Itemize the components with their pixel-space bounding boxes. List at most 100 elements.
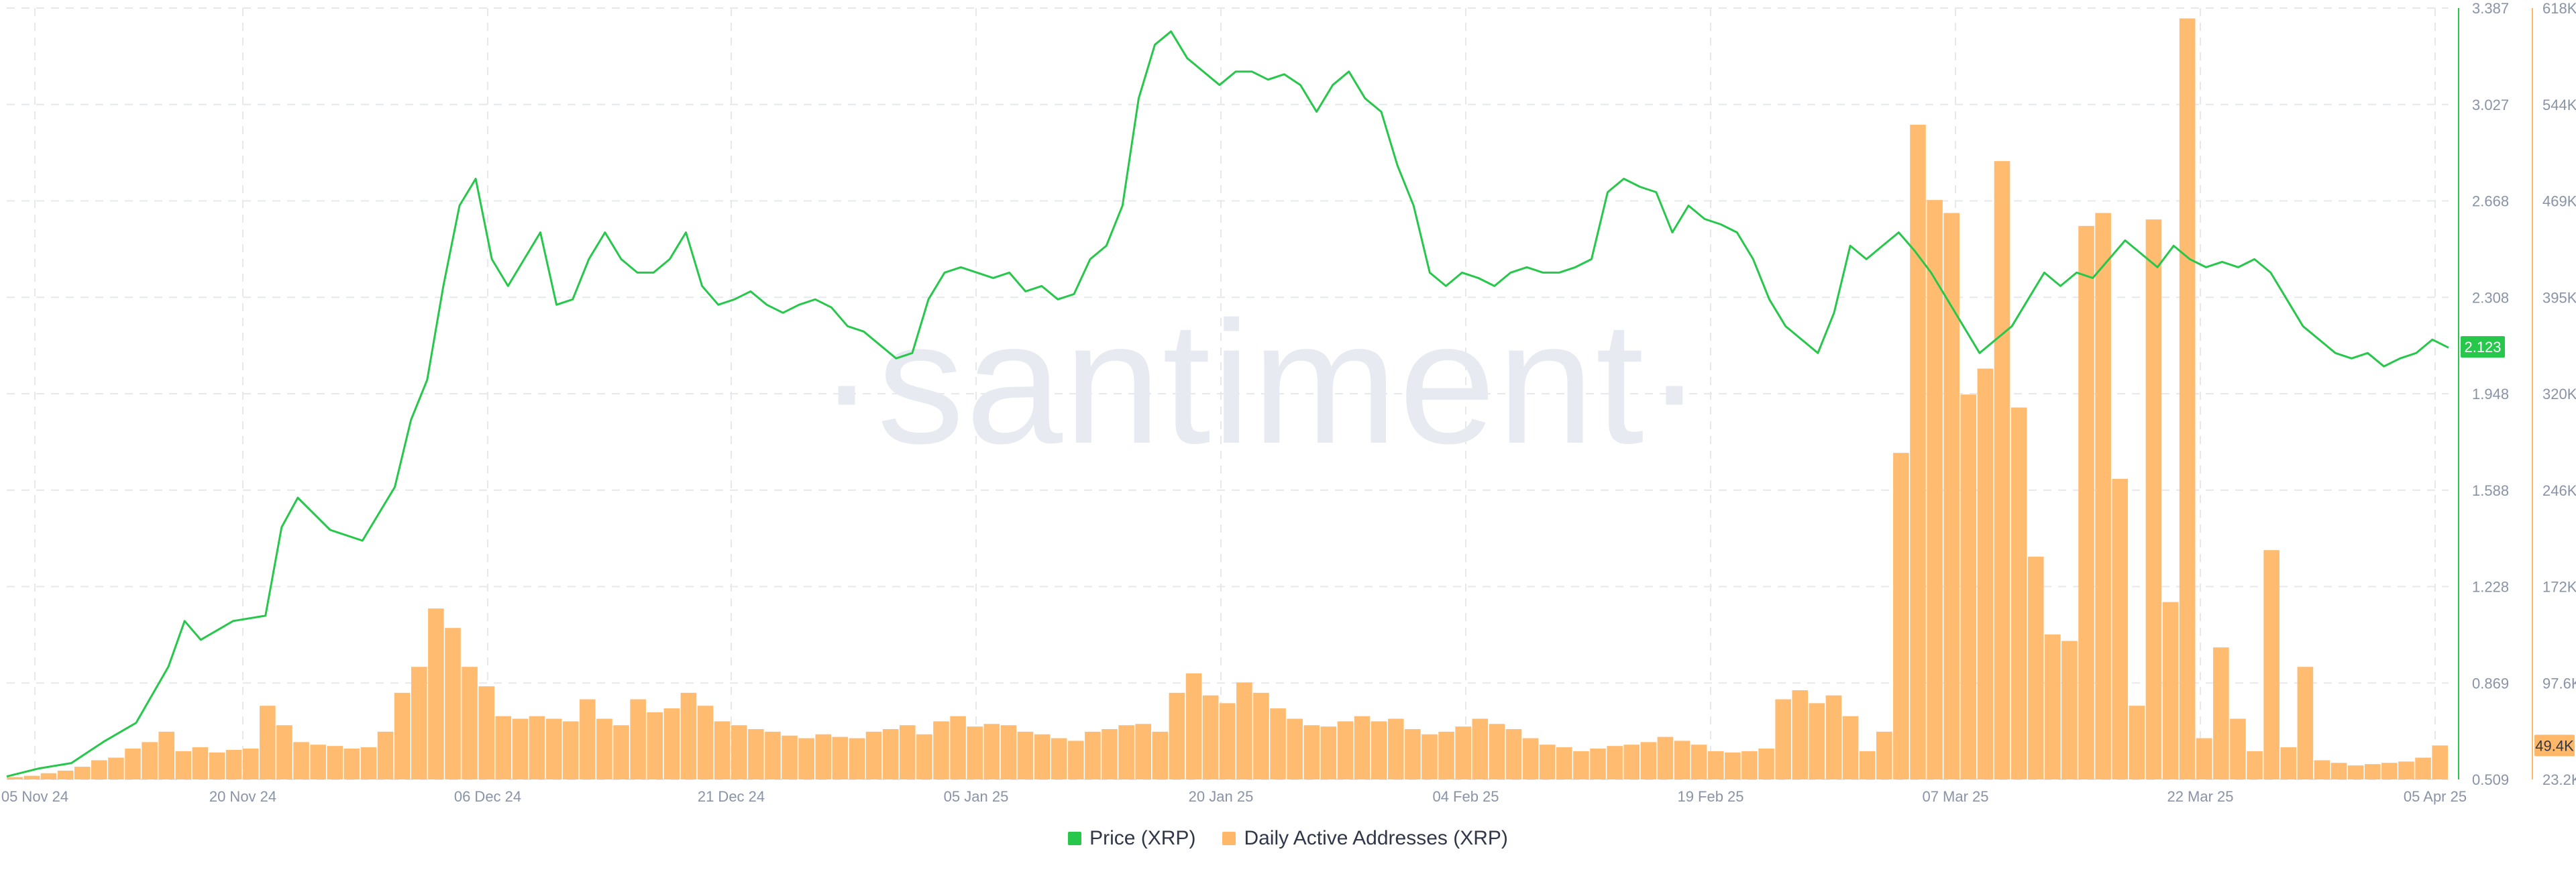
daa-bar[interactable] xyxy=(580,699,596,779)
daa-bar[interactable] xyxy=(1690,745,1707,779)
daa-bar[interactable] xyxy=(1573,751,1589,779)
daa-bar[interactable] xyxy=(2162,602,2179,779)
daa-bar[interactable] xyxy=(899,725,916,779)
daa-bar[interactable] xyxy=(276,725,292,779)
daa-bar[interactable] xyxy=(2145,219,2162,779)
daa-bar[interactable] xyxy=(562,721,579,779)
legend-item-price[interactable]: Price (XRP) xyxy=(1068,827,1195,850)
daa-bar[interactable] xyxy=(1202,695,1219,779)
daa-bar[interactable] xyxy=(882,728,899,779)
daa-bar[interactable] xyxy=(2196,738,2212,779)
daa-bar[interactable] xyxy=(916,734,932,779)
daa-bar[interactable] xyxy=(1169,692,1185,779)
daa-bar[interactable] xyxy=(1707,751,1724,779)
daa-bar[interactable] xyxy=(1455,726,1471,779)
daa-bar[interactable] xyxy=(1387,718,1404,779)
daa-bar[interactable] xyxy=(1236,682,1252,779)
daa-bar[interactable] xyxy=(175,751,192,779)
daa-bar[interactable] xyxy=(40,773,57,779)
daa-bar[interactable] xyxy=(495,716,512,779)
daa-bar[interactable] xyxy=(1792,690,1809,779)
daa-bar[interactable] xyxy=(2297,667,2314,779)
daa-bar[interactable] xyxy=(1623,745,1640,779)
daa-bar[interactable] xyxy=(1287,718,1303,779)
daa-bar[interactable] xyxy=(1102,728,1118,779)
legend-item-daa[interactable]: Daily Active Addresses (XRP) xyxy=(1222,827,1508,850)
daa-bar[interactable] xyxy=(57,770,74,779)
daa-bar[interactable] xyxy=(1927,200,1943,779)
daa-bar[interactable] xyxy=(596,718,612,779)
daa-bar[interactable] xyxy=(1085,731,1101,779)
daa-bar[interactable] xyxy=(2263,550,2279,779)
daa-bar[interactable] xyxy=(1270,708,1286,779)
daa-bar[interactable] xyxy=(2061,641,2078,779)
daa-bar[interactable] xyxy=(1758,748,1774,779)
daa-bar[interactable] xyxy=(377,731,394,779)
daa-bar[interactable] xyxy=(1607,746,1623,779)
daa-bar[interactable] xyxy=(1034,734,1051,779)
daa-bar[interactable] xyxy=(2247,751,2263,779)
daa-bar[interactable] xyxy=(1000,725,1017,779)
daa-bar[interactable] xyxy=(2314,760,2330,779)
daa-bar[interactable] xyxy=(967,726,983,779)
daa-bar[interactable] xyxy=(2112,478,2129,779)
daa-bar[interactable] xyxy=(2364,764,2381,779)
daa-bar[interactable] xyxy=(765,731,781,779)
daa-bar[interactable] xyxy=(2398,761,2414,779)
daa-bar[interactable] xyxy=(1859,751,1876,779)
daa-bar[interactable] xyxy=(1640,742,1657,779)
daa-bar[interactable] xyxy=(1893,453,1909,779)
daa-bar[interactable] xyxy=(2347,765,2364,779)
daa-bar[interactable] xyxy=(1994,161,2010,779)
daa-bar[interactable] xyxy=(1943,213,1960,779)
daa-bar[interactable] xyxy=(1303,725,1320,779)
daa-bar[interactable] xyxy=(1825,695,1842,779)
daa-bar[interactable] xyxy=(2027,556,2044,779)
daa-bar[interactable] xyxy=(2280,747,2297,779)
daa-bar[interactable] xyxy=(1741,751,1758,779)
daa-bar[interactable] xyxy=(613,725,629,779)
daa-bar[interactable] xyxy=(142,742,158,779)
daa-bar[interactable] xyxy=(1438,731,1454,779)
daa-bar[interactable] xyxy=(343,748,360,779)
daa-bar[interactable] xyxy=(1371,721,1387,779)
daa-bar[interactable] xyxy=(663,708,680,779)
daa-bar[interactable] xyxy=(1421,734,1438,779)
daa-bar[interactable] xyxy=(310,745,326,779)
daa-bar[interactable] xyxy=(478,686,494,779)
daa-bar[interactable] xyxy=(1135,724,1152,779)
daa-bar[interactable] xyxy=(1354,716,1371,779)
price-line[interactable] xyxy=(6,30,2449,778)
daa-bar[interactable] xyxy=(1876,731,1892,779)
daa-bar[interactable] xyxy=(1775,699,1791,779)
daa-bar[interactable] xyxy=(1253,692,1269,779)
daa-bar[interactable] xyxy=(293,742,309,779)
daa-bar[interactable] xyxy=(242,748,259,779)
daa-bar[interactable] xyxy=(1152,731,1169,779)
daa-bar[interactable] xyxy=(1051,738,1067,779)
daa-bar[interactable] xyxy=(125,748,141,779)
daa-bar[interactable] xyxy=(74,767,91,779)
daa-bar[interactable] xyxy=(1809,703,1825,779)
daa-bar[interactable] xyxy=(445,628,461,779)
daa-bar[interactable] xyxy=(983,724,1000,779)
daa-bar[interactable] xyxy=(1522,738,1539,779)
daa-bar[interactable] xyxy=(1960,394,1977,779)
daa-bar[interactable] xyxy=(714,721,731,779)
daa-bar[interactable] xyxy=(91,760,107,779)
daa-bar[interactable] xyxy=(697,706,714,779)
daa-bar[interactable] xyxy=(1489,724,1505,779)
daa-bar[interactable] xyxy=(2095,213,2111,779)
daa-bar[interactable] xyxy=(2179,18,2196,779)
daa-bar[interactable] xyxy=(108,757,124,779)
daa-bar[interactable] xyxy=(428,608,444,779)
daa-bar[interactable] xyxy=(512,718,529,779)
daa-bar[interactable] xyxy=(1539,745,1556,779)
daa-bar[interactable] xyxy=(2415,757,2431,779)
daa-bar[interactable] xyxy=(545,718,562,779)
daa-bar[interactable] xyxy=(327,746,343,779)
daa-bar[interactable] xyxy=(2078,225,2094,779)
daa-bar[interactable] xyxy=(411,667,427,779)
daa-bar[interactable] xyxy=(865,731,882,779)
daa-bar[interactable] xyxy=(748,728,764,779)
